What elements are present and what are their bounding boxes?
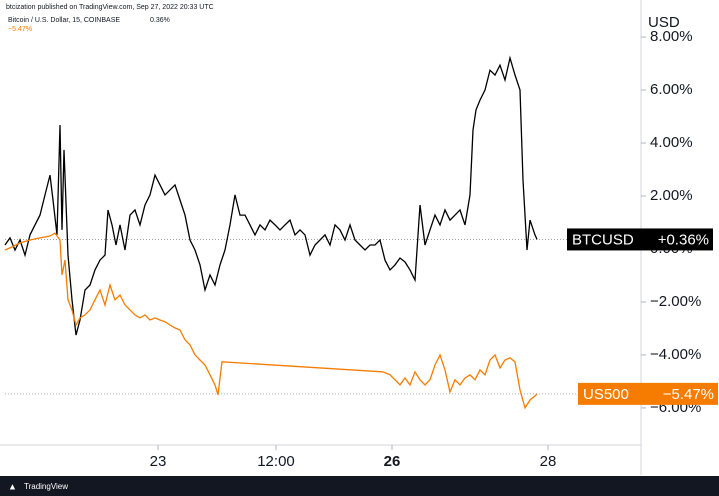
x-tick-label: 28	[540, 453, 557, 470]
x-tick-label: 12:00	[257, 453, 295, 470]
footer-logo: TradingView	[24, 482, 68, 491]
y-tick-label: −2.00%	[650, 293, 701, 310]
footer-icon: ▲	[8, 481, 17, 491]
series-line	[4, 232, 538, 410]
last-value-box	[567, 228, 713, 251]
y-tick-label: 4.00%	[650, 134, 693, 151]
subtitle: Bitcoin / U.S. Dollar, 15, COINBASE	[8, 17, 120, 24]
x-tick-label: 26	[384, 453, 401, 470]
last-value-box	[578, 382, 718, 405]
y-axis-label: USD	[648, 14, 680, 31]
y-tick-label: −4.00%	[650, 346, 701, 363]
series-line	[4, 55, 538, 336]
y-tick-label: 6.00%	[650, 81, 693, 98]
last-value-label: −5.47%	[663, 386, 714, 403]
subtitle-value: 0.36%	[150, 17, 170, 24]
y-tick-label: 8.00%	[650, 28, 693, 45]
last-value-label: +0.36%	[658, 231, 709, 248]
footer-bar	[0, 476, 719, 496]
legend-name: US500	[583, 386, 629, 403]
y-tick-label: 2.00%	[650, 187, 693, 204]
legend-name: BTCUSD	[572, 231, 634, 248]
compare-value: −5.47%	[8, 26, 32, 33]
byline: btcization published on TradingView.com,…	[6, 4, 214, 11]
x-tick-label: 23	[150, 453, 167, 470]
